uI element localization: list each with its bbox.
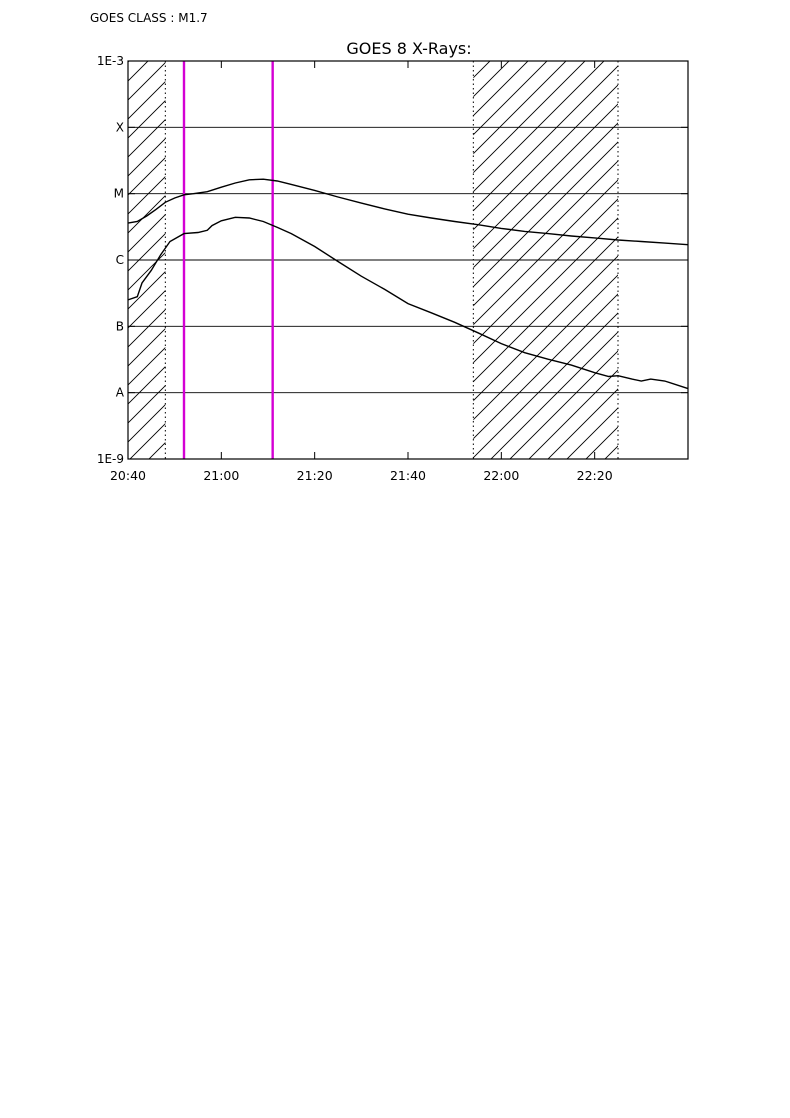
x-tick-label: 20:40 xyxy=(110,468,146,483)
y-tick-label: 1E-9 xyxy=(97,452,124,466)
grid-lines xyxy=(128,126,688,394)
x-tick-label: 22:00 xyxy=(483,468,519,483)
y-tick-label: B xyxy=(116,319,124,333)
x-tick-label: 22:20 xyxy=(577,468,613,483)
goes-class-label: GOES CLASS : M1.7 xyxy=(90,11,208,25)
flux-series xyxy=(127,178,689,390)
x-tick-label: 21:20 xyxy=(297,468,333,483)
axes xyxy=(127,60,689,460)
y-tick-label: 1E-3 xyxy=(97,54,124,68)
x-tick-label: 21:40 xyxy=(390,468,426,483)
x-tick-label: 21:00 xyxy=(203,468,239,483)
y-tick-label: M xyxy=(114,187,124,201)
x-tick-labels: 20:40 21:00 21:20 21:40 22:00 22:20 xyxy=(110,468,613,483)
time-markers xyxy=(182,61,274,459)
y-tick-label: C xyxy=(116,253,124,267)
flux-line-1 xyxy=(127,216,689,390)
flux-line-0 xyxy=(127,178,689,246)
y-tick-labels: 1E-9 A B C M X 1E-3 xyxy=(97,54,125,466)
y-tick-label: A xyxy=(116,386,125,400)
y-tick-label: X xyxy=(116,120,124,134)
chart-title: GOES 8 X-Rays: xyxy=(346,39,471,58)
